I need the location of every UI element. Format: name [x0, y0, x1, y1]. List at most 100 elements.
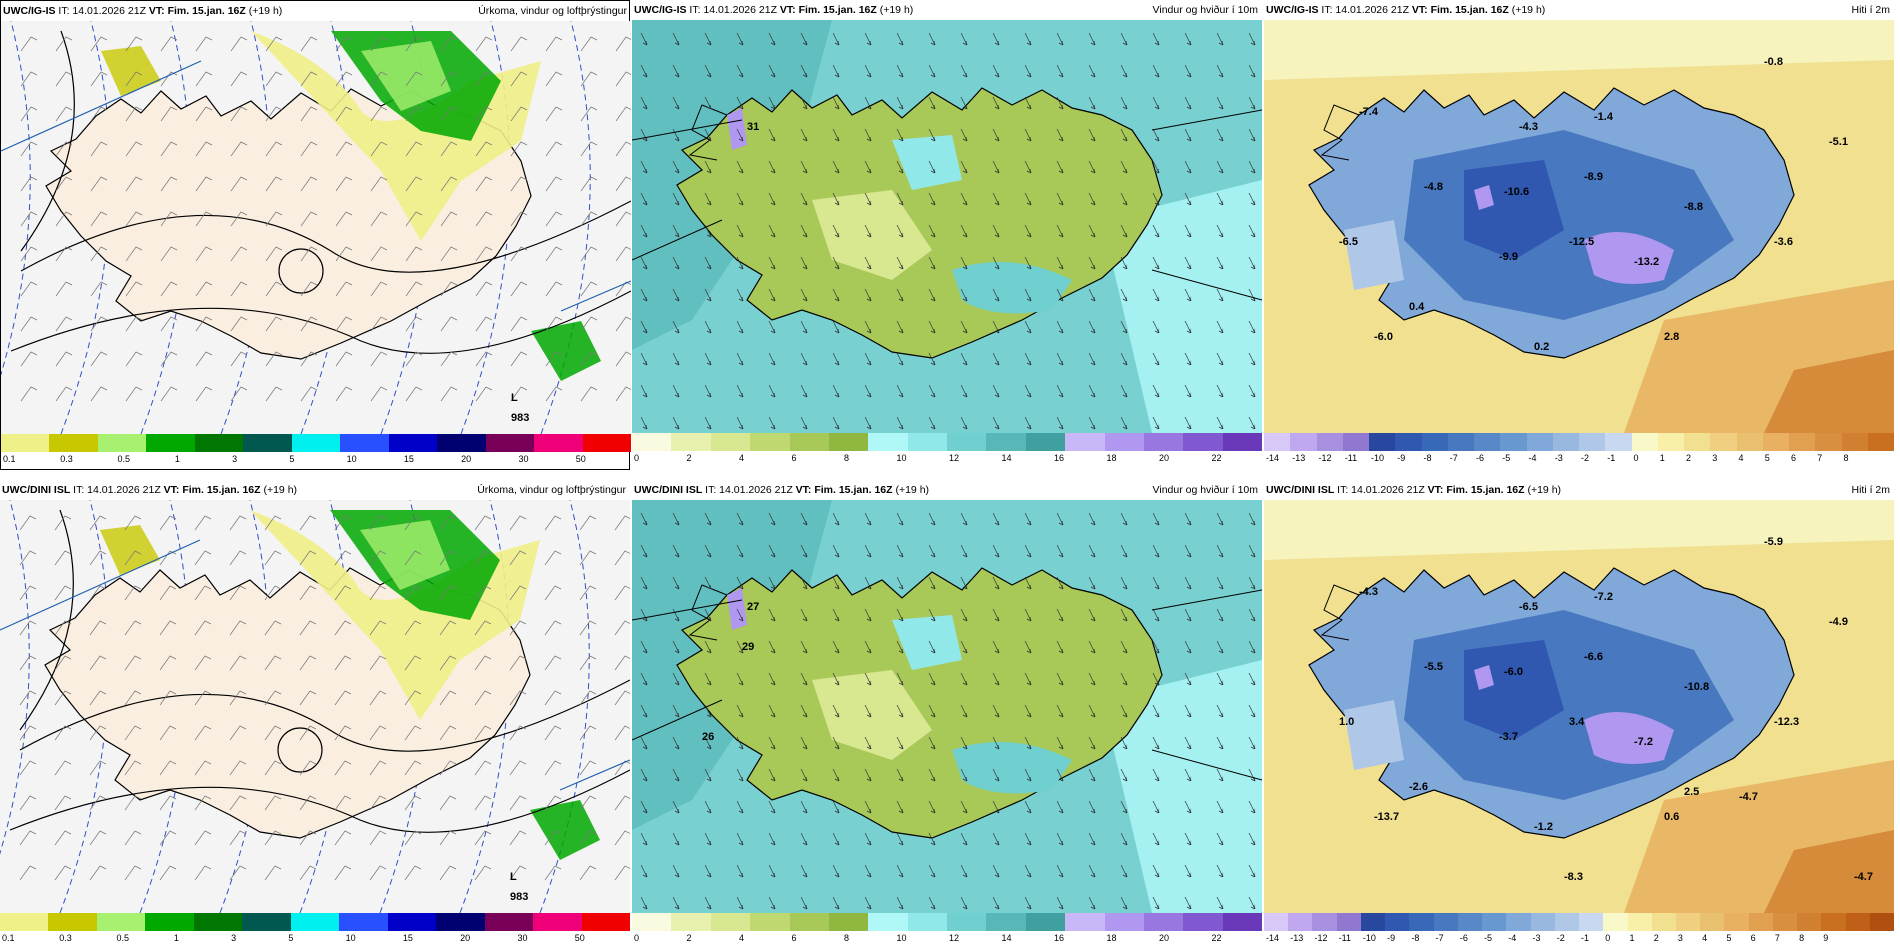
color-swatch [1552, 433, 1579, 451]
panel-header: UWC/DINI ISL IT: 14.01.2026 21Z VT: Fim.… [0, 480, 630, 500]
map-panel-wind: UWC/IG-IS IT: 14.01.2026 21Z VT: Fim. 15… [632, 0, 1262, 470]
model-name: UWC/DINI ISL [1266, 484, 1335, 496]
color-swatch [1710, 433, 1737, 451]
scale-tick-label: -14 [1266, 453, 1280, 463]
temperature-label: -6.0 [1504, 666, 1523, 678]
color-swatch [1772, 913, 1798, 931]
scale-tick-label: -2 [1556, 933, 1565, 943]
temperature-label: -9.9 [1499, 251, 1518, 263]
color-swatch [146, 434, 195, 452]
scale-tick-label: 8 [844, 933, 850, 943]
color-swatch [1845, 913, 1870, 931]
lead-time: (+19 h) [263, 484, 298, 496]
scale-tick-label: 3 [232, 454, 238, 464]
color-scale: -14 -13 -12 -11 -10 -9 -8 -7 -6 -5 -4 -3 -2 -1 0 1 2 3 4 5 6… [1264, 913, 1895, 947]
temperature-label: -10.6 [1504, 186, 1529, 198]
color-swatch [1143, 433, 1184, 451]
scale-tick-label: 1 [1629, 933, 1635, 943]
temperature-label: -8.8 [1684, 201, 1703, 213]
color-swatch [1025, 433, 1066, 451]
scale-tick-label: -11 [1338, 933, 1352, 943]
color-swatch [1, 434, 50, 452]
color-swatch [1312, 913, 1337, 931]
forecast-map: -5.9 -4.3 -6.5 -7.2 -4.9 -5.5 -6.0 -6.6 -10.8 1.0… [1264, 500, 1894, 913]
color-swatch [49, 434, 98, 452]
scale-tick-label: 14 [1001, 453, 1012, 463]
init-time: IT: 14.01.2026 21Z [73, 484, 161, 496]
scale-tick-label: 3 [1712, 453, 1718, 463]
temperature-label: -13.2 [1634, 256, 1659, 268]
color-swatch [986, 433, 1026, 451]
color-swatch [1724, 913, 1749, 931]
color-swatch [1143, 913, 1184, 931]
temperature-label: -5.9 [1764, 536, 1783, 548]
scale-tick-label: 0 [1633, 453, 1639, 463]
scale-tick-label: 0.1 [2, 933, 15, 943]
scale-tick-label: -1 [1581, 933, 1590, 943]
pressure-label: L [511, 392, 518, 404]
lead-time: (+19 h) [248, 5, 283, 17]
color-swatch [340, 434, 389, 452]
color-swatch [1627, 913, 1652, 931]
temperature-label: -6.5 [1339, 236, 1358, 248]
temperature-label: -1.2 [1534, 821, 1553, 833]
scale-tick-label: 18 [1106, 453, 1117, 463]
temperature-label: -0.8 [1764, 56, 1783, 68]
valid-time-label: VT: [779, 4, 796, 16]
map-panel-temp: UWC/IG-IS IT: 14.01.2026 21Z VT: Fim. 15… [1264, 0, 1894, 470]
scale-tick-label: 4 [1702, 933, 1708, 943]
init-time: IT: 14.01.2026 21Z [1321, 4, 1409, 16]
color-swatch [986, 913, 1026, 931]
scale-tick-label: -14 [1266, 933, 1280, 943]
scale-tick-label: -13 [1292, 453, 1306, 463]
color-swatch [291, 434, 341, 452]
color-swatch [1385, 913, 1410, 931]
scale-tick-label: -9 [1397, 453, 1406, 463]
temperature-label: -12.5 [1569, 236, 1594, 248]
scale-tick-label: 20 [1159, 453, 1170, 463]
color-swatch [1841, 433, 1868, 451]
scale-tick-label: 5 [1764, 453, 1770, 463]
color-swatch [868, 913, 908, 931]
init-time: IT: 14.01.2026 21Z [705, 484, 793, 496]
color-swatch [242, 913, 291, 931]
temperature-label: -10.8 [1684, 681, 1709, 693]
color-swatch [582, 434, 632, 452]
color-swatch [1579, 913, 1604, 931]
color-scale: 0 2 4 6 8 10 12 14 16 18 20 22 [632, 913, 1262, 947]
scale-tick-label: 3 [1677, 933, 1683, 943]
panel-title: Úrkoma, vindur og loftþrýstingur [478, 5, 627, 17]
forecast-map: L 983 [1, 21, 631, 434]
init-time: IT: 14.01.2026 21Z [689, 4, 777, 16]
pressure-label: 983 [511, 412, 529, 424]
scale-tick-label: -5 [1484, 933, 1493, 943]
scale-tick-label: 2 [1686, 453, 1692, 463]
scale-tick-label: 0.5 [117, 454, 131, 464]
scale-tick-label: 22 [1211, 453, 1222, 463]
lead-time: (+19 h) [879, 4, 914, 16]
scale-tick-label: 20 [461, 454, 472, 464]
scale-tick-label: 20 [1159, 933, 1170, 943]
color-swatch [1290, 433, 1317, 451]
color-swatch [1395, 433, 1422, 451]
scale-tick-label: 0.5 [116, 933, 130, 943]
scale-tick-label: 15 [403, 454, 414, 464]
scale-tick-label: 7 [1774, 933, 1780, 943]
color-swatch [710, 913, 751, 931]
color-swatch [145, 913, 194, 931]
color-swatch [1500, 433, 1527, 451]
color-swatch [1369, 433, 1396, 451]
scale-tick-label: -8 [1411, 933, 1420, 943]
color-swatch [1264, 913, 1289, 931]
scale-tick-label: 7 [1817, 453, 1823, 463]
temperature-label: -7.2 [1634, 736, 1653, 748]
color-swatch [1869, 913, 1895, 931]
scale-tick-label: -9 [1387, 933, 1396, 943]
color-swatch [1288, 913, 1313, 931]
color-swatch [1651, 913, 1676, 931]
lead-time: (+19 h) [1527, 484, 1562, 496]
color-swatch [828, 433, 869, 451]
scale-tick-label: 30 [517, 933, 528, 943]
color-swatch [1183, 913, 1223, 931]
temperature-label: -4.8 [1424, 181, 1443, 193]
